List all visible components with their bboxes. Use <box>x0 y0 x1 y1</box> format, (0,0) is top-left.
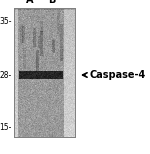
Text: A: A <box>26 0 34 5</box>
Text: 15-: 15- <box>0 124 12 132</box>
Text: 28-: 28- <box>0 71 12 79</box>
Text: Caspase-4: Caspase-4 <box>90 70 146 80</box>
Text: B: B <box>48 0 56 5</box>
Text: 35-: 35- <box>0 18 12 26</box>
